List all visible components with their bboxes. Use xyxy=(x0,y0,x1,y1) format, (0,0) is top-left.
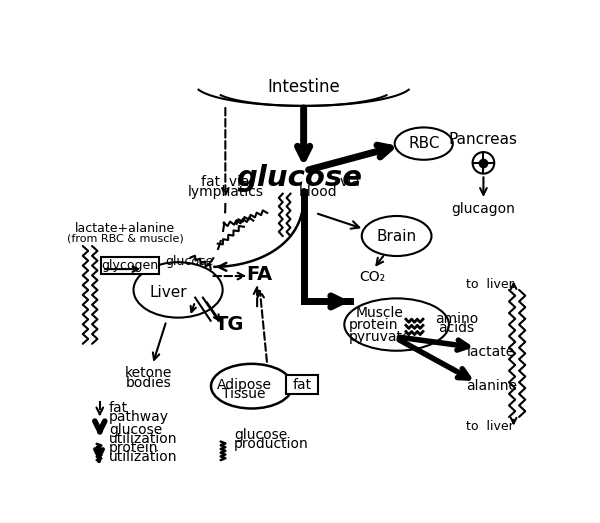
Text: ketone: ketone xyxy=(125,366,172,380)
Text: pyruvate: pyruvate xyxy=(349,330,411,344)
Text: utilization: utilization xyxy=(109,433,178,446)
Text: fat  via: fat via xyxy=(201,175,250,189)
Text: lactate+alanine: lactate+alanine xyxy=(76,222,175,235)
Text: glycogen: glycogen xyxy=(101,259,158,272)
FancyBboxPatch shape xyxy=(101,257,158,274)
Text: Adipose: Adipose xyxy=(217,378,271,392)
Text: fat: fat xyxy=(293,378,311,392)
Text: glucagon: glucagon xyxy=(451,202,515,216)
Text: Muscle: Muscle xyxy=(356,306,404,320)
Text: alanine: alanine xyxy=(466,379,517,393)
Text: bodies: bodies xyxy=(126,376,172,390)
FancyBboxPatch shape xyxy=(286,376,319,394)
Text: acids: acids xyxy=(438,322,475,335)
Text: TG: TG xyxy=(215,315,245,334)
Text: protein: protein xyxy=(349,317,398,332)
Text: Tissue: Tissue xyxy=(222,387,266,401)
Text: via: via xyxy=(340,175,361,189)
Text: to  liver: to liver xyxy=(466,419,514,433)
Text: glucose: glucose xyxy=(234,428,287,441)
Text: to  liver: to liver xyxy=(466,278,514,291)
Text: glucose: glucose xyxy=(166,255,214,268)
Text: protein: protein xyxy=(109,441,158,455)
Text: CO₂: CO₂ xyxy=(359,270,385,284)
Text: Brain: Brain xyxy=(377,229,416,244)
Text: production: production xyxy=(234,437,308,451)
Text: pathway: pathway xyxy=(109,410,169,424)
Text: (from RBC & muscle): (from RBC & muscle) xyxy=(67,233,184,243)
Text: Liver: Liver xyxy=(149,285,187,300)
Text: Pancreas: Pancreas xyxy=(449,132,518,147)
Text: blood: blood xyxy=(298,185,337,199)
Text: glucose: glucose xyxy=(237,164,363,192)
Text: lactate: lactate xyxy=(467,345,515,358)
Text: RBC: RBC xyxy=(408,136,439,151)
Text: lymphatics: lymphatics xyxy=(187,185,263,199)
Text: fat: fat xyxy=(109,401,128,415)
Text: FA: FA xyxy=(247,265,272,284)
Text: utilization: utilization xyxy=(109,450,178,464)
Text: Intestine: Intestine xyxy=(267,78,340,96)
Text: glucose: glucose xyxy=(109,423,163,437)
Text: amino: amino xyxy=(434,312,478,326)
